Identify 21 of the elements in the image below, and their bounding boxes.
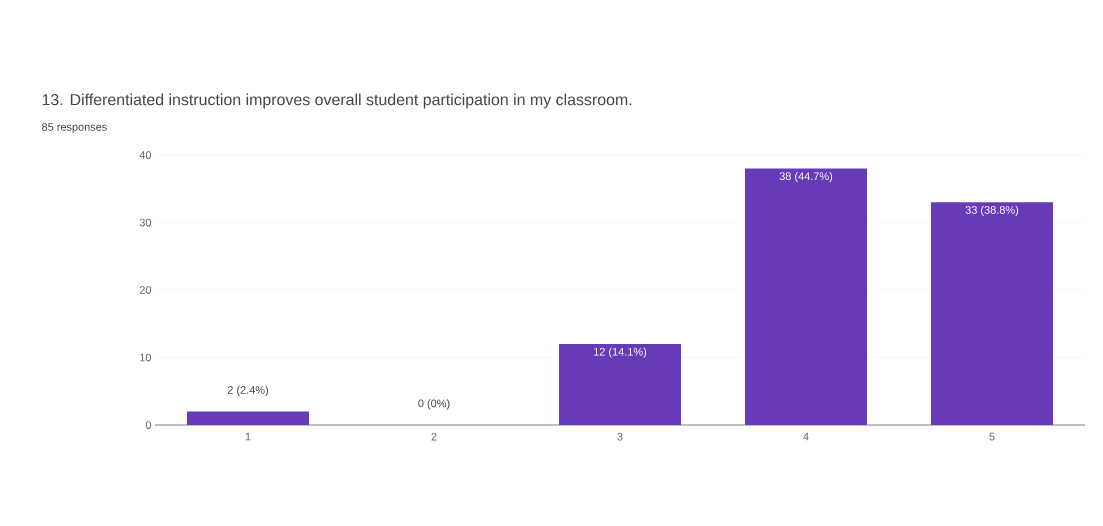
chart-title: 13. Differentiated instruction improves overall student participation in my classroom. xyxy=(42,93,632,109)
bar xyxy=(745,168,868,425)
data-label: 38 (44.7%) xyxy=(779,172,833,183)
bar xyxy=(559,344,682,425)
y-tick-label: 40 xyxy=(139,151,152,159)
x-tick-label: 3 xyxy=(617,432,623,441)
y-tick-label: 20 xyxy=(139,286,152,294)
y-tick-label: 30 xyxy=(139,218,152,227)
chart-subtitle: 85 responses xyxy=(41,123,107,133)
data-label: 33 (38.8%) xyxy=(965,205,1019,216)
x-tick-label: 4 xyxy=(803,432,809,441)
data-label: 2 (2.4%) xyxy=(227,385,269,396)
data-label: 12 (14.1%) xyxy=(594,347,647,358)
x-tick-label: 1 xyxy=(245,432,251,441)
y-tick-label: 10 xyxy=(140,353,152,362)
y-tick-label: 0 xyxy=(145,421,152,429)
bar xyxy=(187,411,309,425)
bar xyxy=(931,202,1054,425)
x-tick-label: 2 xyxy=(431,432,437,441)
data-label: 0 (0%) xyxy=(418,399,450,410)
x-tick-label: 5 xyxy=(989,432,995,441)
